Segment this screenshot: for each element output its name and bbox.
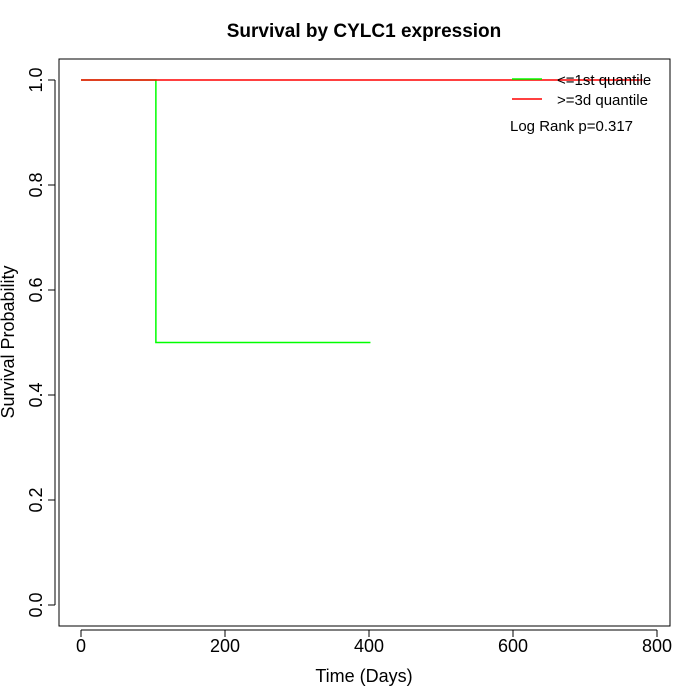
- x-tick-label: 400: [354, 636, 384, 656]
- x-axis-label: Time (Days): [315, 666, 412, 686]
- log-rank-annotation: Log Rank p=0.317: [510, 118, 633, 135]
- plot-area-frame: [58, 58, 671, 627]
- y-tick-label: 0.8: [26, 172, 46, 197]
- legend: <=1st quantile >=3d quantile: [512, 72, 651, 109]
- y-tick-label: 1.0: [26, 67, 46, 92]
- legend-label-high-quantile: >=3d quantile: [557, 92, 648, 109]
- chart-title: Survival by CYLC1 expression: [227, 21, 502, 42]
- x-axis: 0 200 400 600 800: [76, 629, 672, 656]
- y-axis: 0.0 0.2 0.4 0.6 0.8 1.0: [26, 67, 56, 618]
- y-tick-label: 0.2: [26, 487, 46, 512]
- y-tick-label: 0.6: [26, 277, 46, 302]
- survival-curve-low-quantile: [81, 79, 371, 344]
- x-tick-label: 200: [210, 636, 240, 656]
- x-tick-label: 600: [498, 636, 528, 656]
- legend-label-low-quantile: <=1st quantile: [557, 72, 651, 89]
- y-tick-label: 0.4: [26, 382, 46, 407]
- x-tick-label: 0: [76, 636, 86, 656]
- x-tick-label: 800: [642, 636, 672, 656]
- y-tick-label: 0.0: [26, 592, 46, 617]
- y-axis-label: Survival Probability: [0, 265, 18, 418]
- series-layer: [81, 79, 643, 344]
